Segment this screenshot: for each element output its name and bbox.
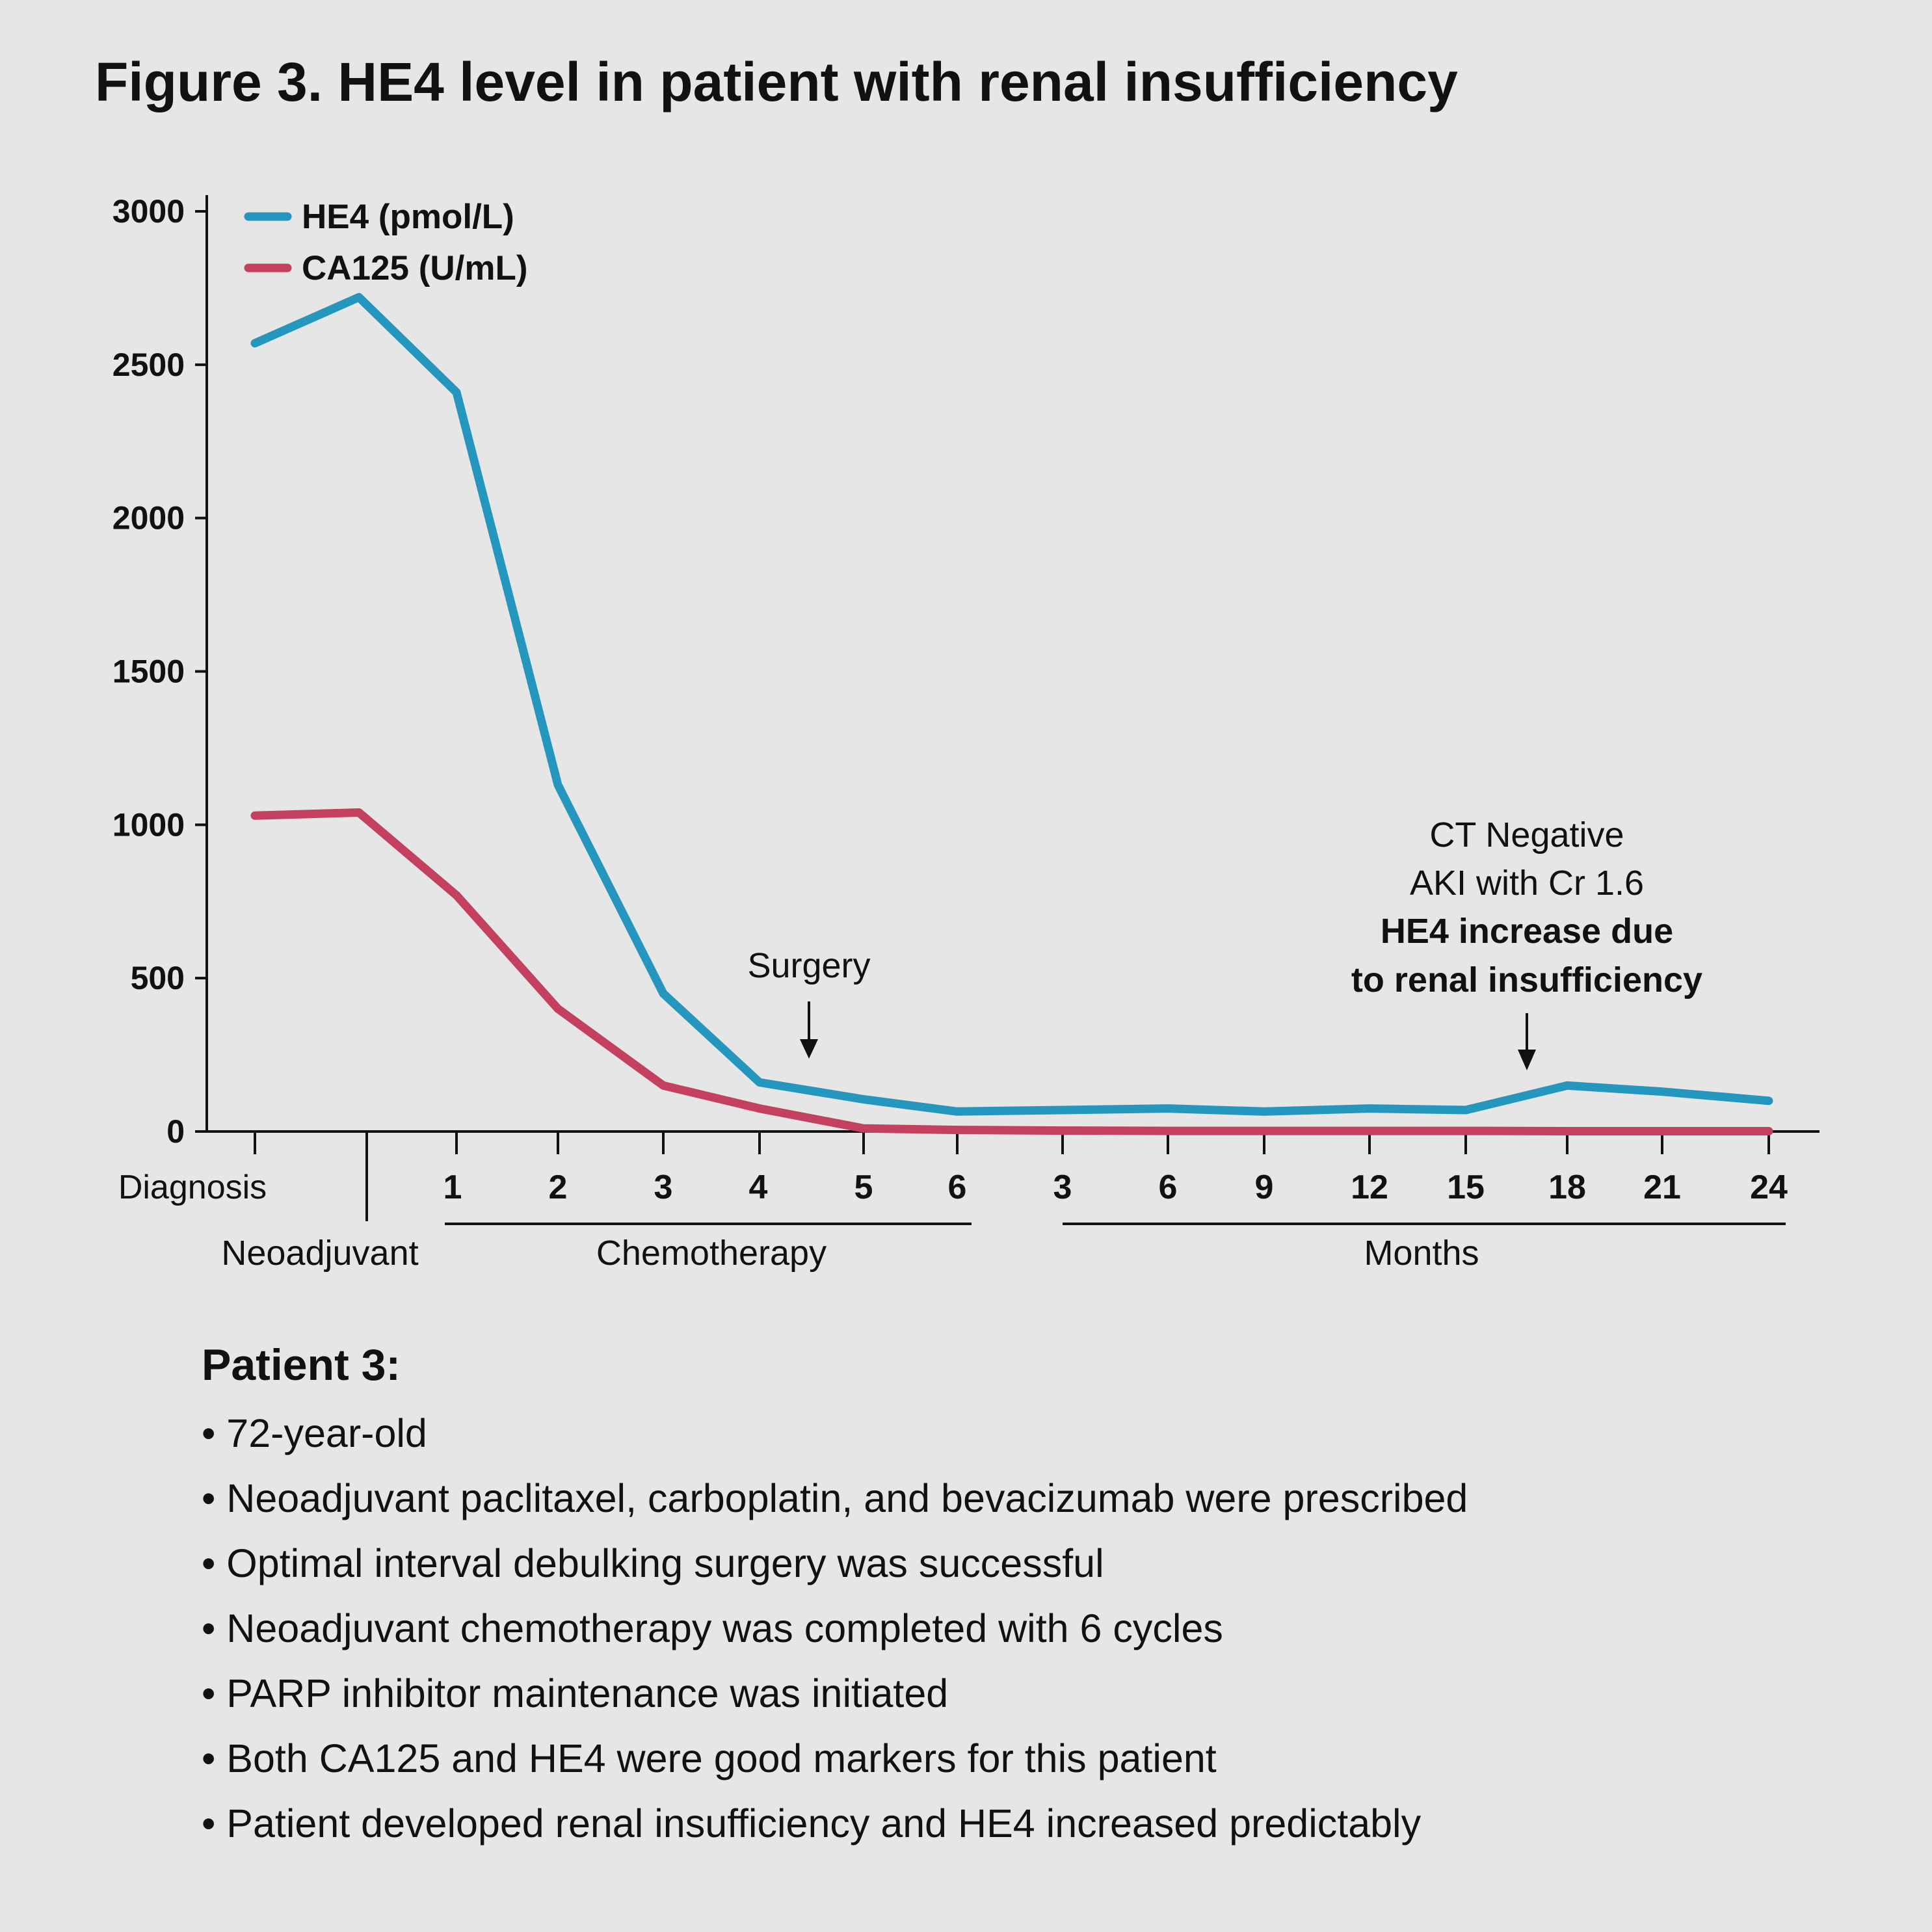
ca125-data-point	[1166, 1129, 1170, 1133]
ca125-data-point	[661, 1083, 665, 1088]
chart-title: Figure 3. HE4 level in patient with rena…	[95, 51, 1458, 112]
ca125-data-point	[862, 1126, 866, 1131]
legend-label: HE4 (pmol/L)	[302, 198, 514, 236]
he4-data-point	[758, 1080, 761, 1085]
bullet-item: • Patient developed renal insufficiency …	[202, 1801, 1422, 1846]
annotation-surgery: Surgery	[747, 946, 870, 985]
x-tick-label: 21	[1643, 1169, 1681, 1206]
ca125-data-point	[1262, 1129, 1266, 1133]
ca125-data-point	[955, 1128, 959, 1132]
patient-heading: Patient 3:	[202, 1340, 401, 1390]
x-tick-label: 6	[948, 1169, 967, 1206]
he4-data-point	[253, 341, 257, 345]
he4-data-point	[955, 1109, 959, 1114]
he4-data-point	[862, 1097, 866, 1102]
he4-series-line	[250, 293, 1773, 1116]
he4-data-point	[1166, 1106, 1170, 1111]
group-label-months: Months	[1364, 1234, 1479, 1273]
bullet-item: • 72-year-old	[202, 1411, 427, 1455]
y-tick-label: 2000	[112, 500, 185, 536]
bullet-item: • Both CA125 and HE4 were good markers f…	[202, 1736, 1217, 1780]
ca125-data-point	[357, 810, 361, 815]
bullet-item: • Neoadjuvant paclitaxel, carboplatin, a…	[202, 1476, 1468, 1520]
y-tick-label: 3000	[112, 193, 185, 230]
x-tick-label: 15	[1447, 1169, 1485, 1206]
surgery-arrow-head	[800, 1039, 818, 1059]
ca125-data-point	[1767, 1129, 1771, 1133]
he4-data-point	[1767, 1098, 1771, 1103]
he4-data-point	[1061, 1108, 1065, 1112]
x-tick-label: 24	[1750, 1169, 1788, 1206]
renal-arrow-head	[1518, 1050, 1536, 1070]
y-tick-label: 0	[166, 1113, 185, 1150]
x-tick-label: 12	[1351, 1169, 1388, 1206]
ca125-data-point	[1464, 1129, 1468, 1133]
ca125-data-point	[556, 1007, 560, 1011]
x-tick-label: 5	[854, 1169, 873, 1206]
ca125-data-point	[455, 893, 458, 897]
x-tick-label: 3	[654, 1169, 673, 1206]
bullet-item: • Neoadjuvant chemotherapy was completed…	[202, 1606, 1223, 1650]
y-tick-label: 1500	[112, 654, 185, 690]
he4-data-point	[455, 390, 458, 395]
x-tick-label: 9	[1255, 1169, 1274, 1206]
x-tick-label: 4	[749, 1169, 768, 1206]
y-tick-label: 500	[131, 960, 185, 996]
he4-data-point	[1368, 1106, 1371, 1111]
y-tick-label: 2500	[112, 347, 185, 383]
he4-data-point	[661, 991, 665, 996]
bullet-item: • PARP inhibitor maintenance was initiat…	[202, 1671, 949, 1715]
ca125-series-line	[250, 808, 1773, 1135]
annotation-renal-line: to renal insufficiency	[1351, 960, 1702, 999]
ca125-data-point	[1660, 1129, 1664, 1133]
x-tick-label: 3	[1053, 1169, 1072, 1206]
x-tick-label: 1	[443, 1169, 462, 1206]
he4-data-point	[1565, 1083, 1569, 1088]
ca125-data-point	[1368, 1129, 1371, 1133]
he4-data-point	[1464, 1108, 1468, 1112]
x-tick-label: 2	[549, 1169, 568, 1206]
annotation-renal-line: CT Negative	[1429, 815, 1624, 854]
annotation-renal-line: AKI with Cr 1.6	[1410, 864, 1644, 903]
he4-data-point	[556, 783, 560, 787]
group-label-chemotherapy: Chemotherapy	[596, 1234, 827, 1273]
group-label-neoadjuvant: Neoadjuvant	[221, 1234, 418, 1273]
x-tick-label: 6	[1159, 1169, 1178, 1206]
bullet-item: • Optimal interval debulking surgery was…	[202, 1541, 1104, 1585]
y-tick-label: 1000	[112, 806, 185, 843]
ca125-data-point	[758, 1106, 761, 1111]
x-tick-label: Diagnosis	[118, 1169, 267, 1206]
ca125-data-point	[1061, 1128, 1065, 1133]
legend-label: CA125 (U/mL)	[302, 249, 528, 287]
patient-summary: Patient 3: • 72-year-old • Neoadjuvant p…	[202, 1340, 1468, 1856]
annotation-renal-line: HE4 increase due	[1381, 912, 1673, 951]
he4-data-point	[1660, 1089, 1664, 1094]
he4-data-point	[1262, 1109, 1266, 1114]
ca125-data-point	[253, 814, 257, 818]
x-tick-label: 18	[1548, 1169, 1586, 1206]
he4-data-point	[357, 295, 361, 300]
ca125-data-point	[1565, 1129, 1569, 1133]
